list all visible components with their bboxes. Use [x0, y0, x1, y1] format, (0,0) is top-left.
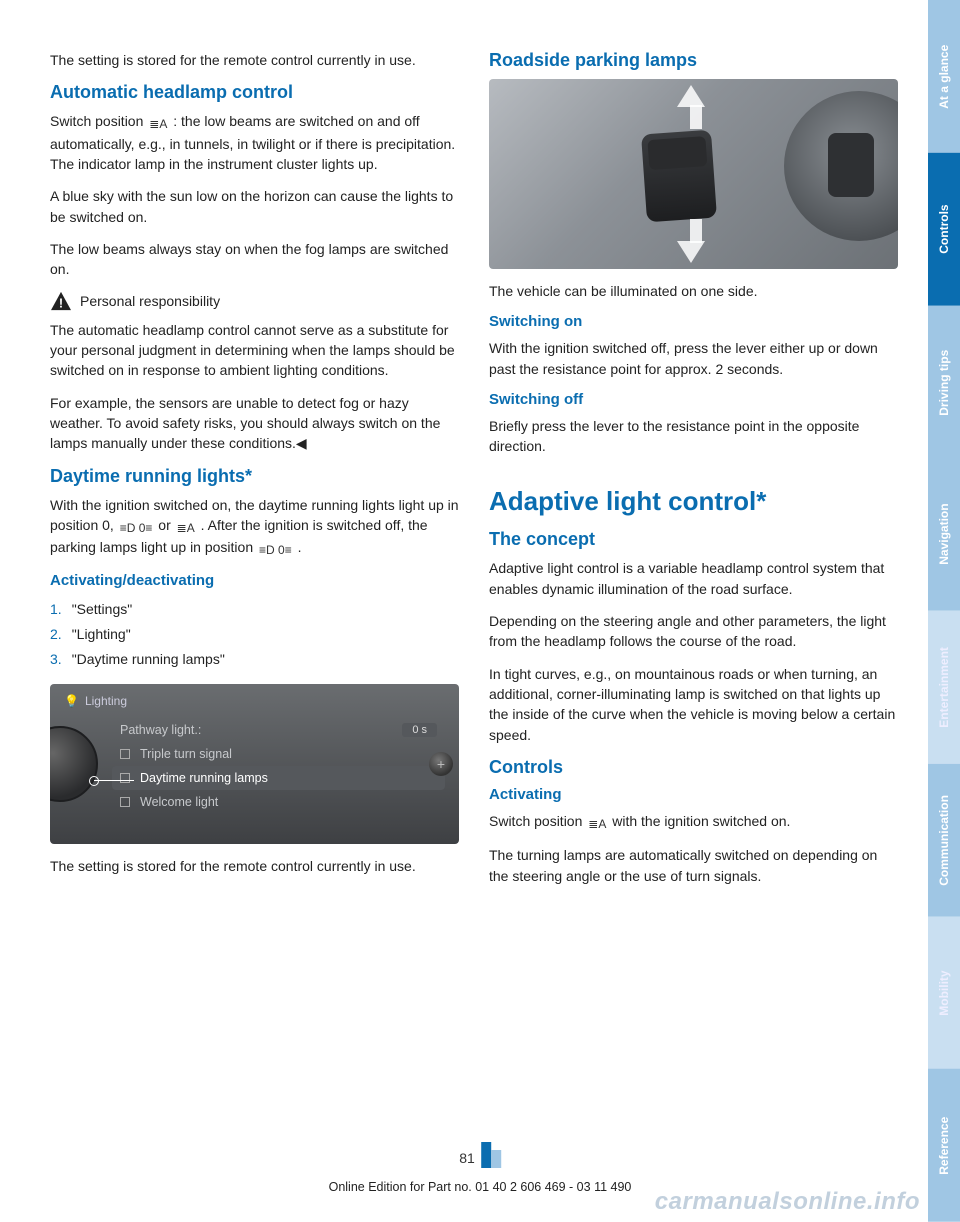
tab-communication[interactable]: Communication [928, 764, 960, 917]
menu-label: Daytime running lamps [140, 771, 268, 785]
menu-label: Welcome light [140, 795, 218, 809]
checkbox-icon [120, 797, 130, 807]
step-text: "Daytime running lamps" [72, 651, 225, 667]
text: with the ignition switched on. [608, 813, 790, 829]
heading-daytime: Daytime running lights* [50, 466, 459, 487]
warning-icon: ! [50, 291, 72, 311]
tab-mobility[interactable]: Mobility [928, 917, 960, 1070]
heading-adaptive: Adaptive light control* [489, 486, 898, 517]
menu-item-pathway: Pathway light.: 0 s [112, 718, 445, 742]
steps-list: 1. "Settings" 2. "Lighting" 3. "Daytime run… [50, 597, 459, 673]
tab-at-a-glance[interactable]: At a glance [928, 0, 960, 153]
stalk-icon [641, 130, 717, 223]
heading-switching-on: Switching on [489, 313, 898, 330]
warning-title: Personal responsibility [80, 291, 220, 311]
concept-p1: Adaptive light control is a variable hea… [489, 558, 898, 599]
figure-idrive-menu: + 💡 Lighting Pathway light.: 0 s Triple … [50, 684, 459, 844]
menu-value: 0 s [402, 723, 437, 737]
list-item: 1. "Settings" [50, 597, 459, 622]
parking-light-icon: ≡D 0≡ [257, 542, 294, 559]
list-item: 2. "Lighting" [50, 622, 459, 647]
heading-controls: Controls [489, 757, 898, 778]
switching-on-p: With the ignition switched off, press th… [489, 338, 898, 379]
heading-activating: Activating/deactivating [50, 572, 459, 589]
idrive-menu: + 💡 Lighting Pathway light.: 0 s Triple … [50, 684, 459, 844]
checkbox-icon [120, 749, 130, 759]
svg-text:!: ! [59, 296, 63, 311]
step-text: "Lighting" [72, 626, 131, 642]
heading-activating2: Activating [489, 786, 898, 803]
auto-headlamp-p3: The low beams always stay on when the fo… [50, 239, 459, 280]
menu-title: 💡 Lighting [64, 694, 445, 708]
text: Switch position [489, 813, 586, 829]
checkbox-icon [120, 773, 130, 783]
menu-label: Pathway light.: [120, 723, 201, 737]
tab-navigation[interactable]: Navigation [928, 458, 960, 611]
figure-lever [489, 79, 898, 269]
step-number: 2. [50, 626, 62, 642]
step-number: 3. [50, 651, 62, 667]
roadside-p: The vehicle can be illuminated on one si… [489, 281, 898, 301]
warning-block: ! Personal responsibility [50, 291, 459, 315]
arrow-down-icon [677, 241, 705, 263]
watermark: carmanualsonline.info [655, 1188, 920, 1216]
text: or [154, 517, 174, 533]
plus-icon: + [429, 752, 453, 776]
menu-item-welcome: Welcome light [112, 790, 445, 814]
parking-light-icon: ≡D 0≡ [118, 520, 155, 537]
menu-item-triple: Triple turn signal [112, 742, 445, 766]
auto-headlamp-p2: A blue sky with the sun low on the horiz… [50, 186, 459, 227]
heading-roadside: Roadside parking lamps [489, 50, 898, 71]
wheel-buttons-icon [828, 133, 874, 197]
heading-switching-off: Switching off [489, 391, 898, 408]
list-item: 3. "Daytime running lamps" [50, 647, 459, 672]
page-bar-icon [481, 1142, 491, 1168]
outro-text: The setting is stored for the remote con… [50, 856, 459, 876]
tab-reference[interactable]: Reference [928, 1069, 960, 1222]
daytime-p: With the ignition switched on, the dayti… [50, 495, 459, 560]
concept-p3: In tight curves, e.g., on mountainous ro… [489, 664, 898, 745]
tab-entertainment[interactable]: Entertainment [928, 611, 960, 764]
arrow-up-stem [690, 105, 702, 129]
lever-illustration [489, 79, 898, 269]
arrow-down-stem [690, 219, 702, 243]
auto-light-icon: ≣A [586, 816, 608, 833]
menu-title-text: Lighting [85, 694, 127, 708]
concept-p2: Depending on the steering angle and othe… [489, 611, 898, 652]
step-text: "Settings" [72, 601, 133, 617]
auto-headlamp-p1: Switch position ≣A : the low beams are s… [50, 111, 459, 174]
menu-label: Triple turn signal [140, 747, 232, 761]
auto-light-icon: ≣A [147, 116, 169, 133]
content-area: The setting is stored for the remote con… [0, 0, 928, 1222]
text: Switch position [50, 113, 147, 129]
heading-auto-headlamp: Automatic headlamp control [50, 82, 459, 103]
left-column: The setting is stored for the remote con… [50, 50, 459, 1192]
text: . [294, 539, 302, 555]
activating-p1: Switch position ≣A with the ignition swi… [489, 811, 898, 833]
menu-item-daytime: Daytime running lamps [112, 766, 445, 790]
activating-p2: The turning lamps are automatically swit… [489, 845, 898, 886]
page-number: 81 [459, 1150, 481, 1168]
switching-off-p: Briefly press the lever to the resistanc… [489, 416, 898, 457]
page-number-block: 81 [459, 1142, 501, 1168]
side-tabs: At a glance Controls Driving tips Naviga… [928, 0, 960, 1222]
auto-light-icon: ≣A [175, 520, 197, 537]
arrow-up-icon [677, 85, 705, 107]
step-number: 1. [50, 601, 62, 617]
tab-controls[interactable]: Controls [928, 153, 960, 306]
heading-concept: The concept [489, 529, 898, 550]
light-icon: 💡 [64, 694, 79, 708]
tab-driving-tips[interactable]: Driving tips [928, 306, 960, 459]
page: The setting is stored for the remote con… [0, 0, 960, 1222]
page-bar-icon [491, 1150, 501, 1168]
right-column: Roadside parking lamps The vehicle can b… [489, 50, 898, 1192]
idrive-knob-icon [50, 726, 98, 802]
warning-p1: The automatic headlamp control cannot se… [50, 320, 459, 381]
callout-line [94, 780, 134, 781]
warning-p2: For example, the sensors are unable to d… [50, 393, 459, 454]
intro-text: The setting is stored for the remote con… [50, 50, 459, 70]
